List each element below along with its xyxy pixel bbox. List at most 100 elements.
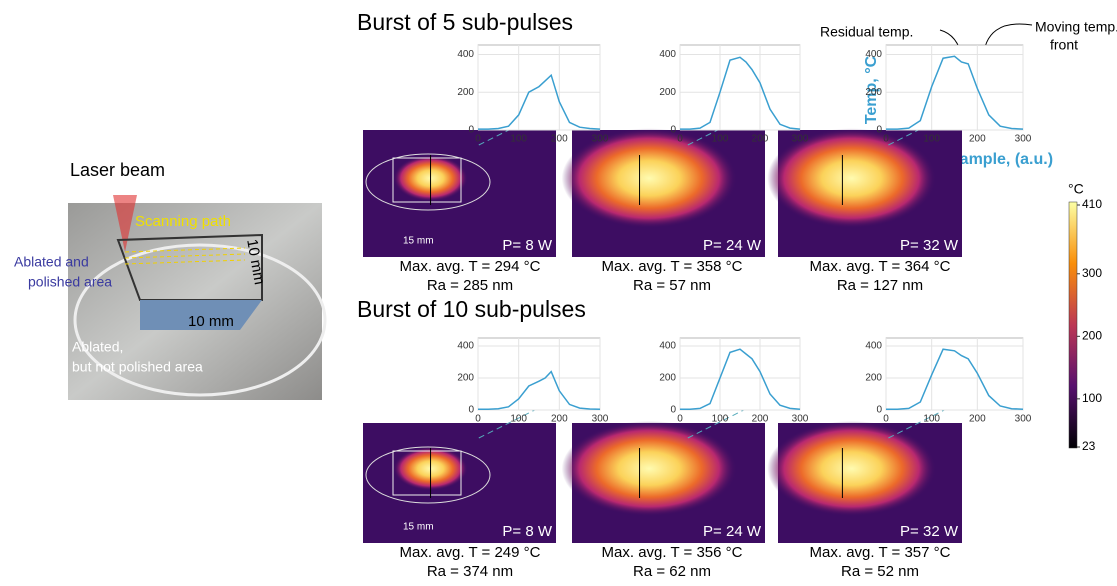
x-tick-label: 100 — [510, 134, 527, 145]
x-tick-label: 100 — [712, 414, 729, 425]
plot-area — [477, 337, 601, 411]
y-tick-label: 0 — [468, 405, 474, 416]
profile-line — [886, 348, 1024, 410]
leader — [888, 407, 949, 439]
label: Ablated, — [72, 339, 123, 355]
x-tick-label: 0 — [677, 414, 683, 425]
power-label: P= 24 W — [703, 523, 762, 540]
thermal-image — [363, 423, 556, 543]
x-tick-label: 0 — [677, 134, 683, 145]
colorbar-label: 200 — [1082, 328, 1102, 342]
y-tick-label: 400 — [865, 341, 882, 352]
hot-spot — [561, 421, 737, 517]
roughness: Ra = 285 nm — [427, 277, 513, 294]
annotation: Moving temp. — [1035, 19, 1117, 35]
x-tick-label: 100 — [923, 414, 940, 425]
panel-title: Burst of 5 sub-pulses — [357, 9, 573, 35]
y-tick-label: 0 — [670, 125, 676, 136]
x-tick-label: 0 — [883, 414, 889, 425]
hot-spot — [561, 128, 737, 229]
power-label: P= 8 W — [502, 523, 552, 540]
x-tick-label: 200 — [969, 414, 986, 425]
x-tick-label: 200 — [969, 134, 986, 145]
roughness: Ra = 374 nm — [427, 563, 513, 580]
plot-area — [477, 44, 601, 131]
y-tick-label: 200 — [659, 373, 676, 384]
colorbar-label: 100 — [1082, 391, 1102, 405]
sample-outline — [365, 153, 491, 211]
profile-line — [886, 55, 1024, 130]
x-tick-label: 200 — [551, 134, 568, 145]
y-tick-label: 200 — [865, 373, 882, 384]
x-tick-label: 0 — [475, 414, 481, 425]
power-label: P= 32 W — [900, 237, 959, 254]
x-tick-label: 300 — [1015, 414, 1032, 425]
colorbar — [1068, 201, 1078, 449]
hot-spot — [767, 421, 936, 517]
x-tick-label: 200 — [752, 134, 769, 145]
laser-beam-shape — [113, 195, 125, 252]
x-tick-label: 0 — [883, 134, 889, 145]
colorbar-label: 300 — [1082, 266, 1102, 280]
power-label: P= 24 W — [703, 237, 762, 254]
label: 10 mm — [188, 313, 234, 330]
roughness: Ra = 62 nm — [633, 563, 711, 580]
leader — [478, 407, 540, 439]
roughness: Ra = 127 nm — [837, 277, 923, 294]
max-temp: Max. avg. T = 357 °C — [810, 544, 951, 561]
colorbar-label: 410 — [1082, 197, 1102, 211]
y-tick-label: 400 — [865, 49, 882, 60]
polished-area — [140, 300, 262, 330]
y-tick-label: 400 — [457, 341, 474, 352]
power-label: P= 32 W — [900, 523, 959, 540]
label: Ablated and — [14, 254, 89, 270]
max-temp: Max. avg. T = 249 °C — [400, 544, 541, 561]
scan-area — [392, 450, 462, 496]
x-tick-label: 300 — [792, 134, 809, 145]
x-tick-label: 100 — [923, 134, 940, 145]
scale-label: 15 mm — [403, 236, 434, 247]
y-tick-label: 400 — [659, 341, 676, 352]
x-tick-label: 100 — [712, 134, 729, 145]
scan-area — [392, 157, 462, 203]
y-tick-label: 0 — [876, 125, 882, 136]
x-tick-label: 300 — [592, 414, 609, 425]
y-tick-label: 0 — [670, 405, 676, 416]
axis-label: Temp, °C — [863, 55, 880, 124]
label: polished area — [28, 274, 112, 290]
sample-edge — [73, 243, 327, 397]
annotation: front — [1050, 37, 1078, 53]
colorbar-label: 23 — [1082, 439, 1096, 453]
profile-line — [478, 73, 601, 130]
sample-outline — [365, 446, 491, 504]
y-tick-label: 400 — [457, 49, 474, 60]
x-tick-label: 300 — [792, 414, 809, 425]
scale-label: 15 mm — [403, 522, 434, 533]
roughness: Ra = 52 nm — [841, 563, 919, 580]
x-tick-label: 300 — [592, 134, 609, 145]
profile-line — [680, 56, 801, 130]
annotation: Residual temp. — [820, 24, 913, 40]
x-tick-label: 200 — [551, 414, 568, 425]
y-tick-label: 400 — [659, 49, 676, 60]
y-tick-label: 0 — [876, 405, 882, 416]
x-tick-label: 200 — [752, 414, 769, 425]
plot-area — [885, 337, 1024, 411]
max-temp: Max. avg. T = 294 °C — [400, 258, 541, 275]
roughness: Ra = 57 nm — [633, 277, 711, 294]
max-temp: Max. avg. T = 358 °C — [602, 258, 743, 275]
plot-area — [885, 44, 1024, 131]
label: but not polished area — [72, 359, 203, 375]
profile-line — [478, 370, 601, 410]
max-temp: Max. avg. T = 356 °C — [602, 544, 743, 561]
label: Scanning path — [135, 213, 231, 230]
x-tick-label: 100 — [510, 414, 527, 425]
scan-path — [124, 247, 246, 265]
thermal-image — [363, 130, 556, 257]
max-temp: Max. avg. T = 364 °C — [810, 258, 951, 275]
label: Laser beam — [70, 160, 165, 180]
colorbar-unit: °C — [1068, 181, 1084, 197]
panel-title: Burst of 10 sub-pulses — [357, 296, 586, 322]
hot-spot — [767, 128, 936, 229]
